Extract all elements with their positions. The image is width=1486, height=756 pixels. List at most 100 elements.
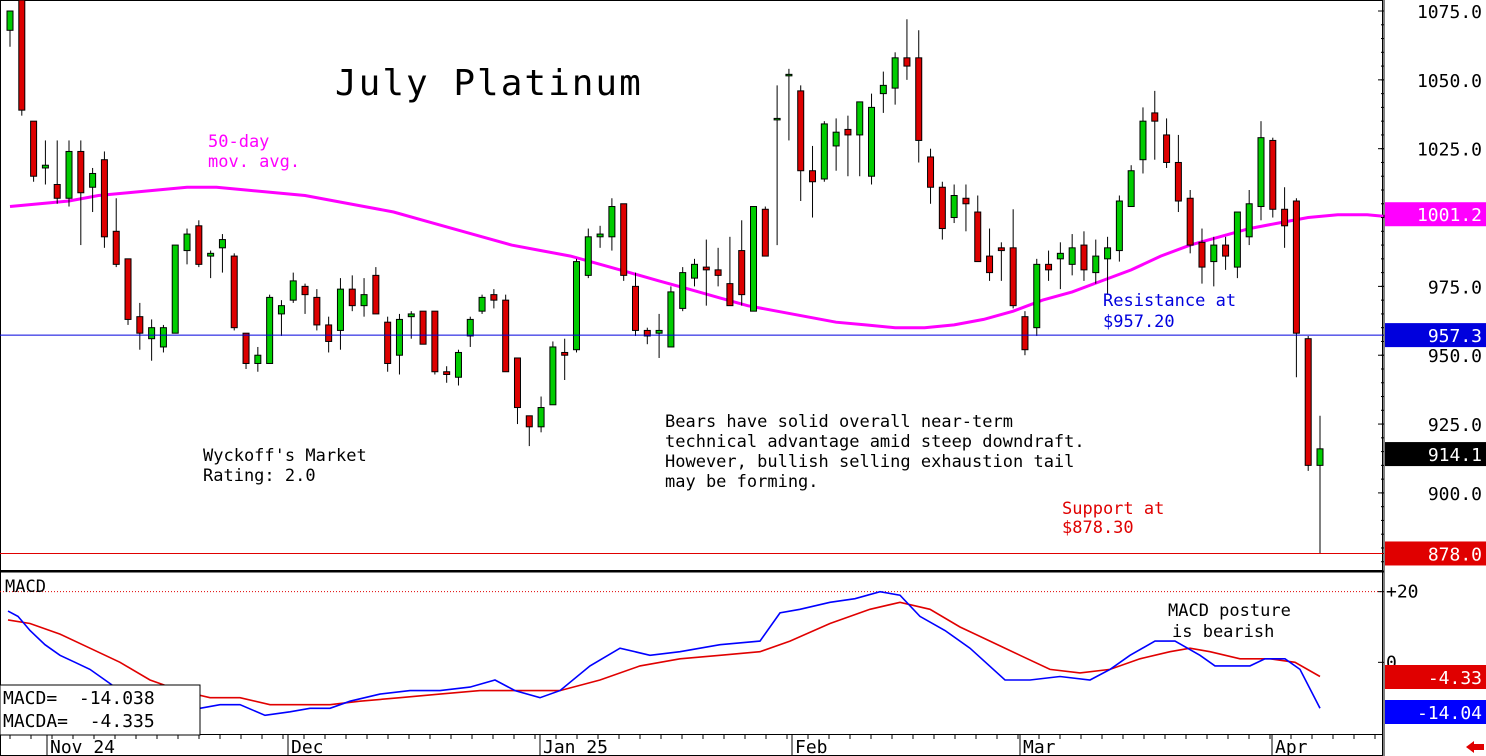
ma-label-line2: mov. avg.	[208, 152, 300, 172]
candle	[1080, 231, 1088, 281]
candle	[927, 148, 935, 204]
candle	[525, 415, 533, 447]
x-tick-label: Apr	[1275, 737, 1308, 756]
candle-body	[230, 255, 238, 329]
candle-body	[443, 371, 451, 375]
candle	[761, 206, 769, 257]
candle	[1281, 187, 1289, 248]
candle	[1068, 234, 1076, 276]
macda-value-text: MACDA= -4.335	[3, 711, 155, 732]
candle-body	[584, 236, 592, 276]
candle-body	[820, 123, 828, 180]
candle	[242, 332, 250, 369]
candle-body	[844, 128, 852, 136]
x-tick-label: Feb	[795, 737, 828, 756]
candle	[148, 319, 156, 361]
macd-panel-frame	[0, 571, 1383, 735]
candle	[325, 316, 333, 353]
candle-body	[195, 225, 203, 265]
candle-body	[77, 150, 85, 194]
candle	[1033, 258, 1041, 336]
candle-body	[549, 346, 557, 406]
candle	[454, 349, 462, 386]
back-arrow-icon[interactable]	[1466, 741, 1484, 753]
candle	[301, 283, 309, 314]
candle	[1269, 137, 1277, 218]
price-tick-label: 1050.0	[1417, 71, 1482, 92]
resistance-value-tag: 957.3	[1428, 326, 1482, 347]
candle	[1233, 211, 1241, 279]
candle	[277, 300, 285, 336]
candle	[584, 228, 592, 279]
candle-body	[277, 305, 285, 315]
candle-body	[915, 57, 923, 141]
candle	[820, 121, 828, 182]
price-tick-label: 1025.0	[1417, 140, 1482, 161]
macda-line	[7, 601, 1321, 706]
candle	[726, 236, 734, 307]
ma-label-line1: 50-day	[208, 132, 269, 152]
candle-body	[750, 206, 758, 312]
candle-body	[159, 327, 167, 348]
candle-body	[1092, 255, 1100, 274]
candle	[1163, 118, 1171, 168]
candle-body	[1198, 241, 1206, 268]
candle-body	[1186, 197, 1194, 246]
candle	[915, 30, 923, 163]
commentary-line2: technical advantage amid steep downdraft…	[665, 432, 1085, 452]
candle-body	[372, 274, 380, 315]
candle	[986, 228, 994, 281]
candle	[1009, 209, 1017, 309]
candle-body	[490, 294, 498, 301]
candle-body	[124, 258, 132, 320]
candle-body	[1104, 247, 1112, 260]
candle-body	[112, 230, 120, 265]
candle-body	[868, 106, 876, 177]
candle-body	[986, 255, 994, 274]
candle	[136, 302, 144, 350]
candle-body	[454, 351, 462, 378]
candle-body	[1316, 448, 1324, 466]
candle	[183, 228, 191, 265]
candle-body	[384, 321, 392, 364]
candle	[419, 310, 427, 345]
candle	[89, 167, 97, 213]
candle-body	[1245, 203, 1253, 238]
candle-body	[785, 73, 793, 77]
last-price-tag: 914.1	[1428, 445, 1482, 466]
moving-average-layer	[9, 185, 1397, 330]
candle	[171, 244, 179, 334]
candle-body	[879, 84, 887, 95]
candle	[289, 272, 297, 303]
macd-posture-line1: MACD posture	[1168, 601, 1291, 621]
candle-body	[643, 329, 651, 337]
candle	[313, 289, 321, 331]
commentary-line1: Bears have solid overall near-term	[665, 412, 1013, 432]
candle-body	[927, 156, 935, 188]
macd-tick-label: +20	[1386, 582, 1419, 603]
candle	[1056, 242, 1064, 290]
resistance-label: Resistance at $957.20	[1103, 291, 1246, 332]
candle	[832, 118, 840, 171]
candle-body	[891, 57, 899, 89]
rating-label-line2: Rating: 2.0	[203, 466, 316, 486]
candle-body	[1033, 263, 1041, 329]
candle	[1174, 134, 1182, 213]
candle	[1198, 228, 1206, 284]
candle	[124, 258, 132, 325]
candle-body	[289, 280, 297, 301]
candle-body	[1304, 338, 1312, 466]
candle	[159, 324, 167, 353]
candle-body	[6, 10, 14, 31]
candle	[608, 198, 616, 251]
x-tick-label: Jan 25	[543, 737, 608, 756]
candle-body	[561, 351, 569, 356]
candle-body	[41, 164, 49, 169]
candle	[1045, 250, 1053, 281]
candle	[384, 316, 392, 372]
macd-posture-label: MACD posture is bearish	[1168, 601, 1301, 642]
candle	[773, 85, 781, 246]
candle-body	[466, 318, 474, 337]
resistance-label-line2: $957.20	[1103, 312, 1175, 332]
commentary-line3: However, bullish selling exhaustion tail	[665, 452, 1074, 472]
